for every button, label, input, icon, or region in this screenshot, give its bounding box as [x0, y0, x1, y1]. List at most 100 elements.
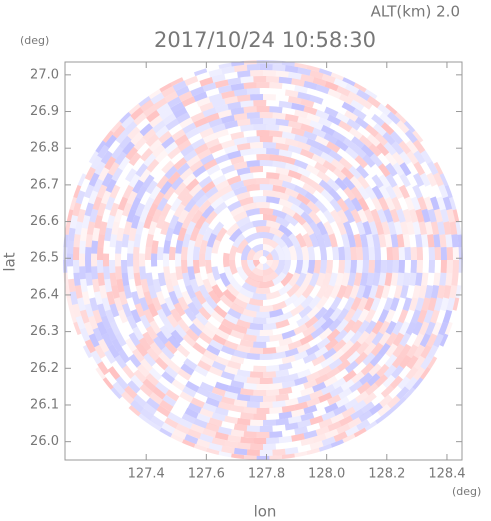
radar-cell — [297, 141, 312, 152]
radar-cell — [109, 202, 120, 217]
radar-cell — [266, 389, 280, 396]
radar-cell — [296, 166, 312, 178]
radar-cell — [223, 252, 230, 268]
radar-cell — [278, 100, 293, 109]
radar-cell — [128, 354, 142, 368]
radar-cell — [177, 296, 189, 311]
radar-cell — [419, 333, 431, 348]
radar-cell — [218, 184, 233, 197]
radar-cell — [176, 112, 191, 124]
radar-cell — [392, 246, 400, 260]
radar-cell — [154, 357, 169, 371]
radar-cell — [179, 167, 194, 181]
radar-cell — [251, 244, 263, 253]
radar-cell — [296, 342, 312, 354]
radar-cell — [335, 396, 350, 408]
radar-cell — [339, 415, 354, 427]
radar-cell — [294, 283, 308, 298]
radar-cell — [346, 118, 361, 131]
radar-cell — [275, 369, 290, 378]
radar-cell — [343, 209, 356, 224]
radar-cell — [269, 154, 283, 162]
radar-cell — [84, 321, 95, 336]
x-tick-label: 128.0 — [308, 467, 345, 482]
radar-cell — [147, 202, 159, 217]
radar-cell — [265, 260, 274, 268]
radar-cell — [118, 291, 128, 306]
radar-cell — [180, 192, 194, 207]
radar-cell — [104, 134, 117, 149]
radar-cell — [399, 162, 412, 177]
radar-cell — [195, 194, 209, 208]
radar-cell — [369, 402, 383, 416]
radar-cell — [79, 266, 86, 280]
radar-cell — [204, 186, 219, 199]
radar-cell — [272, 209, 287, 220]
radar-cell — [329, 307, 343, 322]
radar-cell — [404, 196, 415, 211]
radar-cell — [328, 358, 343, 371]
radar-cell — [293, 159, 309, 170]
radar-cell — [246, 352, 260, 360]
radar-cell — [266, 196, 281, 205]
radar-cell — [387, 111, 401, 125]
x-tick-label: 127.4 — [128, 467, 165, 482]
radar-cell — [149, 392, 163, 405]
radar-cell — [109, 184, 121, 199]
radar-cell — [131, 214, 141, 229]
radar-cell — [314, 161, 329, 174]
radar-cell — [284, 65, 299, 74]
radar-cell — [245, 303, 260, 312]
radar-cell — [281, 355, 296, 365]
radar-cell — [126, 208, 137, 223]
radar-cell — [222, 289, 237, 303]
radar-cell — [377, 404, 391, 417]
radar-cell — [385, 332, 398, 347]
radar-cell — [236, 118, 251, 127]
radar-cell — [320, 189, 334, 203]
radar-cell — [330, 158, 345, 172]
radar-cell — [288, 245, 297, 260]
radar-cell — [347, 233, 356, 248]
radar-cell — [230, 302, 245, 315]
radar-cell — [116, 278, 125, 293]
radar-cell — [278, 435, 293, 444]
radar-cell — [175, 423, 190, 435]
radar-cell — [256, 407, 270, 415]
radar-cell — [263, 141, 277, 149]
radar-cell — [230, 380, 245, 389]
radar-cell — [237, 418, 251, 426]
radar-cell — [164, 340, 178, 355]
radar-cell — [461, 285, 463, 299]
radar-cell — [224, 415, 238, 424]
radar-cell — [213, 305, 228, 319]
radar-cell — [385, 162, 398, 177]
radar-cell — [344, 398, 359, 410]
radar-cell — [91, 266, 99, 280]
radar-cell — [305, 344, 320, 356]
radar-cell — [410, 260, 417, 274]
radar-cell — [192, 189, 206, 203]
radar-cell — [392, 260, 400, 274]
radar-cell — [274, 260, 286, 276]
radar-cell — [354, 155, 368, 169]
radar-cell — [72, 247, 80, 260]
radar-cell — [322, 307, 335, 321]
radar-cell — [302, 182, 317, 195]
radar-cell — [239, 148, 254, 157]
radar-cell — [224, 440, 238, 449]
radar-cell — [208, 392, 223, 402]
radar-cell — [288, 272, 301, 287]
radar-cell — [196, 96, 211, 107]
radar-cell — [303, 60, 318, 65]
radar-cell — [150, 92, 165, 105]
radar-cell — [263, 395, 277, 403]
radar-cell — [161, 346, 175, 360]
radar-cell — [252, 317, 267, 325]
radar-cell — [255, 287, 271, 294]
radar-cell — [306, 200, 321, 214]
radar-cell — [379, 394, 393, 408]
radar-cell — [272, 448, 286, 456]
radar-cell — [359, 134, 373, 148]
radar-cell — [463, 234, 470, 247]
